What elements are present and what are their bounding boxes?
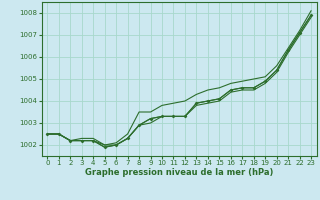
X-axis label: Graphe pression niveau de la mer (hPa): Graphe pression niveau de la mer (hPa) xyxy=(85,168,273,177)
